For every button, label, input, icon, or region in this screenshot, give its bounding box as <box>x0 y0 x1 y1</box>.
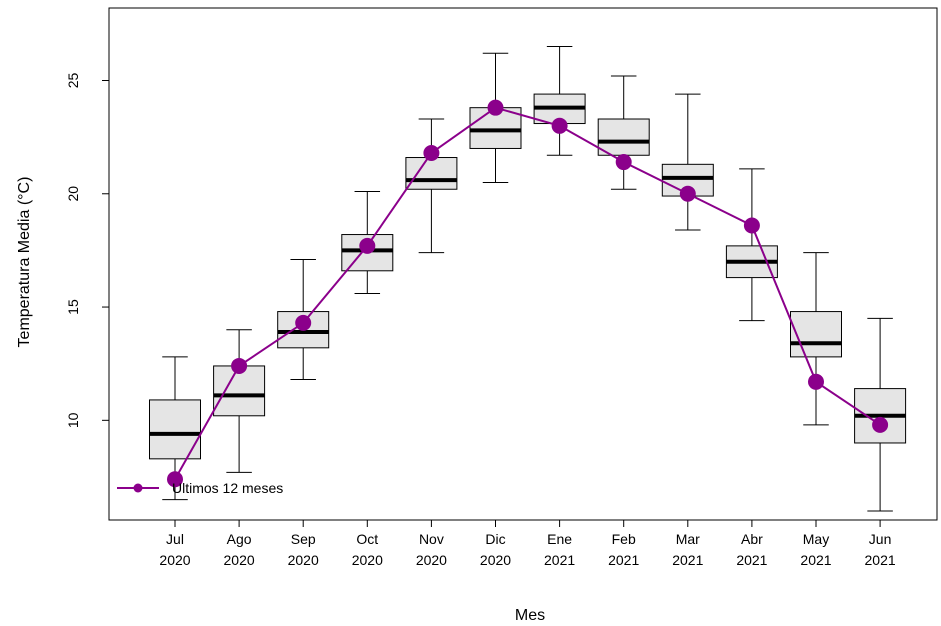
x-tick-label-year: 2021 <box>608 552 639 568</box>
y-tick-label: 20 <box>65 186 81 202</box>
x-tick-label-year: 2020 <box>288 552 319 568</box>
series-point <box>808 373 824 390</box>
series-point <box>359 237 376 254</box>
x-tick-label-year: 2021 <box>800 552 831 568</box>
series-point <box>743 217 760 234</box>
box-iqr <box>597 118 650 156</box>
box-iqr <box>149 399 201 460</box>
legend: Ultimos 12 meses <box>117 480 283 496</box>
series-point <box>872 416 889 433</box>
series-point <box>423 144 440 161</box>
series-point <box>551 117 568 134</box>
series-layer <box>167 99 889 488</box>
series-line <box>174 106 881 480</box>
series-point <box>487 99 504 116</box>
x-tick-label-month: Sep <box>291 531 316 547</box>
boxplot-10 <box>790 252 842 426</box>
x-tick-label-year: 2021 <box>672 552 703 568</box>
boxplot-7 <box>597 75 650 190</box>
x-tick-label-month: May <box>803 531 829 547</box>
x-tick-label-year: 2021 <box>544 552 575 568</box>
y-tick-label: 25 <box>65 72 81 88</box>
x-axis-title: Mes <box>515 607 545 624</box>
series-point <box>679 185 696 202</box>
x-tick-label-month: Mar <box>676 531 700 547</box>
box-iqr <box>405 157 458 190</box>
x-tick-label-year: 2020 <box>480 552 511 568</box>
legend-marker <box>133 483 143 493</box>
x-tick-label-month: Jul <box>166 531 184 547</box>
x-tick-label-month: Abr <box>741 531 763 547</box>
series-point <box>615 154 632 171</box>
boxplot-4 <box>405 118 458 254</box>
box-iqr <box>790 311 842 358</box>
x-tick-label-year: 2020 <box>159 552 190 568</box>
plot-frame <box>108 7 938 521</box>
x-tick-label-month: Nov <box>419 531 444 547</box>
x-tick-label-month: Ene <box>547 531 572 547</box>
boxplot-11 <box>854 317 907 512</box>
series-point <box>295 314 312 331</box>
boxplot-1 <box>213 329 266 473</box>
x-tick-label-year: 2021 <box>736 552 767 568</box>
y-tick-label: 10 <box>65 412 81 428</box>
y-tick-label: 15 <box>65 299 81 315</box>
x-tick-label-month: Jun <box>869 531 892 547</box>
x-tick-label-month: Feb <box>612 531 636 547</box>
x-tick-label-year: 2021 <box>865 552 896 568</box>
x-tick-label-month: Oct <box>356 531 378 547</box>
series-point <box>167 471 183 488</box>
boxplot-9 <box>725 168 778 322</box>
series-point <box>231 357 248 374</box>
x-tick-label-month: Dic <box>485 531 505 547</box>
y-axis-title: Temperatura Media (°C) <box>16 177 33 348</box>
x-tick-label-year: 2020 <box>352 552 383 568</box>
x-tick-label-year: 2020 <box>416 552 447 568</box>
legend-label: Ultimos 12 meses <box>172 480 283 496</box>
x-tick-label-year: 2020 <box>224 552 255 568</box>
axes-layer: Jul 2020 Ago 2020 Sep 2020 Oct 2020 Nov 2020 Dic 20… <box>65 72 896 568</box>
x-tick-label-month: Ago <box>227 531 252 547</box>
